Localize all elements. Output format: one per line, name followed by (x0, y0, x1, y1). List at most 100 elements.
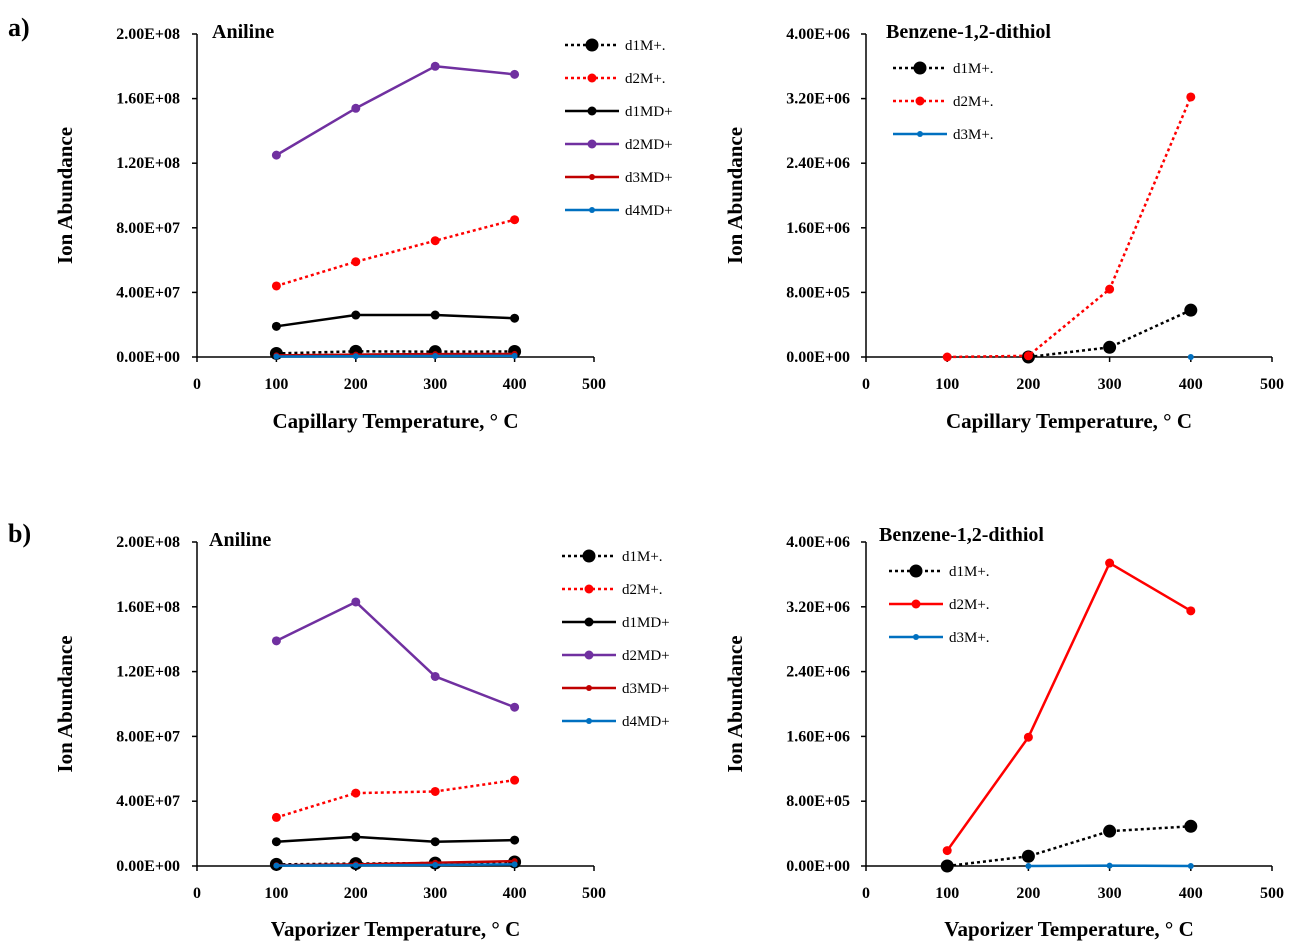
data-point (1106, 862, 1113, 869)
legend-swatch-marker (586, 685, 592, 691)
chart-2: 0.00E+00 4.00E+07 8.00E+07 1.20E+08 1.60E+08… (53, 529, 670, 941)
chart-1: 0.00E+00 8.00E+05 1.60E+06 2.40E+06 3.20E+06… (723, 21, 1284, 433)
x-axis-label: Vaporizer Temperature, ° C (271, 917, 521, 941)
series-line (947, 825, 1191, 868)
data-point (510, 69, 520, 79)
series-d1M+. (940, 819, 1198, 873)
series-d4MD+ (273, 861, 518, 869)
data-point (1025, 863, 1032, 869)
y-tick-label: 3.20E+06 (786, 91, 850, 108)
series-d3M+. (1025, 862, 1194, 869)
legend-swatch-marker (913, 61, 927, 75)
legend-label: d2M+. (625, 71, 666, 87)
legend-swatch-marker (589, 174, 595, 180)
y-tick-label: 4.00E+07 (116, 793, 180, 810)
legend-label: d3M+. (949, 630, 990, 646)
series-line (275, 65, 515, 157)
data-point (430, 310, 440, 320)
y-tick-label: 8.00E+05 (786, 793, 850, 810)
series-d1M+. (1021, 303, 1198, 364)
x-tick-label: 200 (344, 376, 368, 393)
y-tick-label: 0.00E+00 (116, 858, 180, 875)
x-tick-label: 0 (193, 885, 201, 902)
legend-swatch-marker (584, 650, 594, 660)
data-point (271, 321, 281, 331)
data-point (271, 636, 281, 646)
y-tick-label: 1.20E+08 (116, 155, 180, 172)
data-point (1186, 92, 1196, 102)
chart-title: Aniline (209, 529, 271, 551)
series-d4MD+ (273, 352, 518, 360)
y-tick-label: 2.40E+06 (786, 664, 850, 681)
data-point (430, 61, 440, 71)
y-tick-label: 2.00E+08 (116, 534, 180, 551)
data-point (1021, 849, 1035, 863)
x-tick-label: 100 (935, 376, 959, 393)
chart-title: Aniline (212, 21, 274, 43)
series-line (276, 778, 515, 819)
legend-swatch-marker (909, 564, 923, 578)
legend-swatch-marker (587, 139, 597, 149)
legend: d1M+. d2M+. d1MD+ d2MD+ d3MD+ d4MD+ (562, 549, 670, 730)
series-line (946, 561, 1192, 852)
x-axis-label: Capillary Temperature, ° C (946, 409, 1192, 433)
x-tick-label: 0 (862, 376, 870, 393)
legend-label: d1M+. (953, 61, 994, 77)
y-tick-label: 0.00E+00 (116, 349, 180, 366)
legend-swatch-marker (586, 718, 592, 724)
x-tick-label: 500 (582, 885, 606, 902)
series-line (276, 863, 515, 867)
series-line (276, 218, 515, 288)
data-point (1187, 354, 1194, 360)
x-axis-label: Capillary Temperature, ° C (272, 409, 518, 433)
data-point (510, 702, 520, 712)
y-tick-label: 1.60E+08 (116, 599, 180, 616)
legend: d1M+. d2M+. d1MD+ d2MD+ d3MD+ d4MD+ (565, 38, 673, 219)
chart-0: 0.00E+00 4.00E+07 8.00E+07 1.20E+08 1.60E+08… (53, 21, 673, 433)
legend-label: d1MD+ (625, 104, 673, 120)
legend-swatch-marker (587, 106, 597, 116)
panel-label-a: a) (8, 13, 30, 42)
data-point (511, 352, 518, 359)
chart-3: 0.00E+00 8.00E+05 1.60E+06 2.40E+06 3.20E+06… (723, 524, 1284, 941)
data-point (430, 837, 440, 847)
panel-label-b: b) (8, 519, 31, 548)
data-point (510, 215, 520, 225)
data-point (1023, 732, 1033, 742)
legend: d1M+. d2M+. d3M+. (889, 564, 990, 646)
series-line (276, 350, 515, 355)
y-tick-label: 8.00E+07 (116, 728, 180, 745)
data-point (351, 832, 361, 842)
data-point (271, 837, 281, 847)
y-tick-label: 1.60E+06 (786, 220, 850, 237)
legend-label: d1M+. (625, 38, 666, 54)
y-tick-label: 8.00E+05 (786, 284, 850, 301)
data-point (510, 313, 520, 323)
data-point (271, 150, 281, 160)
series-d2MD+ (271, 61, 520, 160)
data-point (351, 310, 361, 320)
data-point (271, 281, 281, 291)
data-point (430, 786, 440, 796)
legend-swatch-marker (585, 38, 599, 52)
data-point (1023, 351, 1033, 361)
x-tick-label: 100 (935, 885, 959, 902)
y-tick-label: 8.00E+07 (116, 220, 180, 237)
legend-swatch-marker (917, 131, 923, 137)
legend-label: d2M+. (949, 597, 990, 613)
y-tick-label: 1.60E+06 (786, 728, 850, 745)
x-tick-label: 300 (423, 376, 447, 393)
x-tick-label: 400 (503, 885, 527, 902)
data-point (273, 862, 280, 869)
series-d3M+. (1187, 354, 1194, 360)
data-point (511, 861, 518, 868)
legend: d1M+. d2M+. d3M+. (893, 61, 994, 143)
series-line (275, 600, 516, 709)
data-point (352, 862, 359, 869)
data-point (510, 835, 520, 845)
x-tick-label: 400 (1179, 885, 1203, 902)
data-point (942, 846, 952, 856)
series-d2MD+ (271, 597, 520, 712)
data-point (351, 597, 361, 607)
